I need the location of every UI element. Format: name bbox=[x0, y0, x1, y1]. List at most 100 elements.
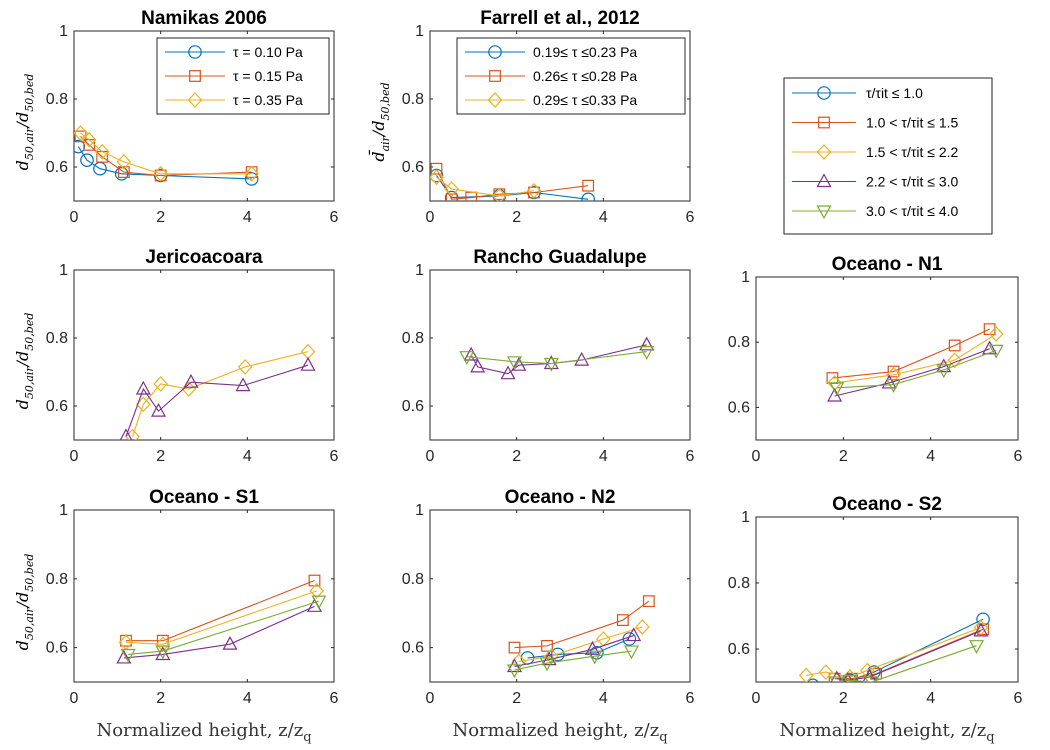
series-line-2 bbox=[125, 364, 309, 437]
data-point bbox=[539, 657, 555, 672]
legend-label: 0.19≤ τ ≤0.23 Pa bbox=[533, 44, 637, 60]
data-point bbox=[444, 190, 459, 201]
data-point bbox=[74, 125, 88, 141]
y-tick-label: 1 bbox=[415, 502, 424, 519]
shared-legend-marker bbox=[816, 144, 832, 160]
x-tick-label: 2 bbox=[839, 690, 848, 707]
y-tick-label: 0.8 bbox=[402, 330, 424, 347]
data-point bbox=[74, 139, 86, 154]
y-tick-label: 0.8 bbox=[402, 571, 424, 588]
data-point bbox=[116, 154, 132, 170]
data-point bbox=[445, 193, 458, 201]
legend: 0.19≤ τ ≤0.23 Pa 0.26≤ τ ≤0.28 Pa 0.29≤ τ … bbox=[456, 37, 686, 115]
data-point bbox=[887, 365, 900, 378]
text-run: /d bbox=[13, 592, 32, 610]
series-line-1 bbox=[77, 146, 252, 180]
text-run: Normalized height, z/z bbox=[96, 720, 303, 741]
data-point bbox=[116, 649, 132, 664]
x-tick-label: 0 bbox=[752, 448, 761, 465]
chart-title: Farrell et al., 2012 bbox=[480, 8, 640, 29]
subscript-run: 50,air bbox=[23, 607, 36, 641]
x-tick-label: 2 bbox=[839, 448, 848, 465]
series-group bbox=[430, 162, 595, 201]
legend-label: 0.26≤ τ ≤0.28 Pa bbox=[533, 68, 637, 84]
y-axis-label: d̄air/d50,bed bbox=[367, 82, 392, 161]
data-point bbox=[150, 402, 167, 417]
y-tick-label: 0.8 bbox=[46, 91, 68, 108]
data-point bbox=[827, 387, 843, 402]
y-tick-label: 0.6 bbox=[402, 640, 424, 657]
data-point bbox=[829, 676, 845, 682]
y-tick-label: 0.8 bbox=[46, 330, 68, 347]
legend-label: τ = 0.15 Pa bbox=[233, 68, 303, 84]
x-tick-label: 2 bbox=[156, 690, 165, 707]
shared-legend-marker bbox=[818, 116, 830, 129]
data-point bbox=[500, 365, 516, 380]
y-tick-label: 1 bbox=[59, 262, 68, 279]
data-point bbox=[135, 380, 151, 395]
subscript-run: 50,air bbox=[23, 366, 36, 400]
y-axis-label: d50,air/d50,bed bbox=[13, 313, 36, 410]
subscript-run: q bbox=[303, 730, 311, 745]
data-point bbox=[244, 165, 259, 182]
x-tick-label: 2 bbox=[156, 209, 165, 226]
data-point bbox=[463, 346, 479, 361]
x-tick-label: 6 bbox=[686, 209, 695, 226]
legend-marker bbox=[489, 70, 501, 82]
data-point bbox=[818, 664, 834, 680]
data-point bbox=[798, 667, 814, 682]
data-point bbox=[864, 676, 880, 682]
x-tick-label: 6 bbox=[1014, 690, 1023, 707]
legend-label: τ = 0.10 Pa bbox=[233, 44, 303, 60]
data-point bbox=[119, 428, 133, 440]
data-point bbox=[300, 356, 316, 371]
chart-title: Jericoacoara bbox=[145, 247, 263, 268]
data-point bbox=[842, 672, 854, 682]
data-point bbox=[153, 376, 168, 392]
data-point bbox=[973, 622, 989, 637]
chart-panel-7: 0 2 4 6 0.6 0.8 1 Oceano - N2 Normalized height,… bbox=[402, 487, 695, 745]
data-point bbox=[551, 647, 565, 662]
y-tick-label: 0.6 bbox=[402, 398, 424, 415]
data-point bbox=[829, 382, 845, 397]
chart-title: Namikas 2006 bbox=[141, 8, 267, 29]
legend-marker bbox=[488, 45, 502, 59]
series-line-5 bbox=[836, 645, 977, 682]
data-point bbox=[543, 355, 559, 370]
data-point bbox=[237, 359, 253, 375]
x-tick-label: 6 bbox=[330, 448, 339, 465]
x-tick-label: 0 bbox=[426, 690, 435, 707]
data-point bbox=[430, 169, 444, 186]
plot-area bbox=[429, 269, 691, 441]
shared-legend-marker bbox=[816, 173, 832, 188]
data-point bbox=[506, 664, 523, 679]
chart-title: Oceano - N1 bbox=[832, 254, 943, 275]
series-line-4 bbox=[128, 600, 320, 656]
text-run: /d bbox=[13, 351, 32, 369]
series-group bbox=[506, 595, 655, 679]
x-tick-label: 6 bbox=[686, 690, 695, 707]
data-point bbox=[635, 619, 650, 635]
x-tick-label: 0 bbox=[70, 209, 79, 226]
text-run: d bbox=[13, 160, 32, 170]
chart-panel-6: 0 2 4 6 0.6 0.8 1 Oceano - S1 d50,air/d50,bed Nor… bbox=[13, 487, 339, 745]
data-point bbox=[80, 153, 94, 167]
data-point bbox=[222, 635, 238, 650]
x-tick-label: 0 bbox=[426, 209, 435, 226]
subscript-run: air bbox=[379, 135, 392, 151]
legend-label: τ = 0.35 Pa bbox=[233, 92, 303, 108]
y-tick-label: 0.6 bbox=[46, 640, 68, 657]
text-run: Normalized height, z/z bbox=[779, 720, 986, 741]
legend-marker bbox=[189, 70, 201, 82]
x-tick-label: 4 bbox=[926, 448, 935, 465]
x-tick-label: 4 bbox=[599, 209, 608, 226]
data-point bbox=[114, 167, 129, 181]
series-line-3 bbox=[834, 348, 990, 397]
x-tick-label: 6 bbox=[330, 690, 339, 707]
data-point bbox=[616, 614, 629, 626]
data-point bbox=[862, 668, 877, 682]
chart-panel-1: 0 2 4 6 0.6 0.8 1 Namikas 2006 d50,air/d50,bed τ … bbox=[13, 8, 339, 226]
shared-legend-label: 3.0 < τ/τit ≤ 4.0 bbox=[866, 203, 959, 219]
data-point bbox=[830, 670, 844, 682]
shared-legend-label: 2.2 < τ/τit ≤ 3.0 bbox=[866, 174, 959, 190]
